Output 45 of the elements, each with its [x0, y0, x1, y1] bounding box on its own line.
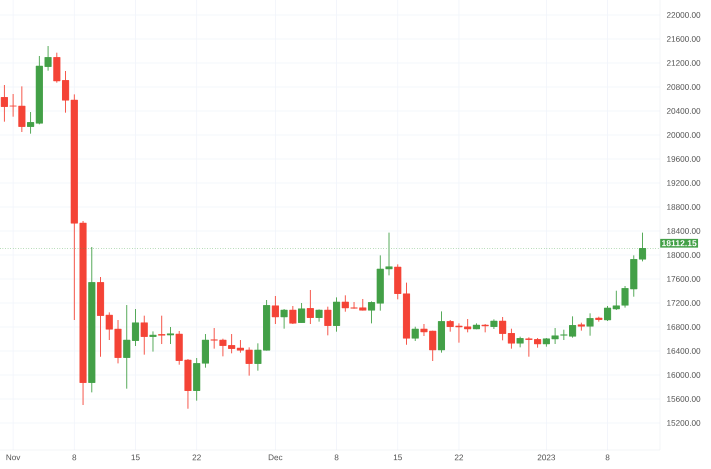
x-tick-label: 8 — [72, 454, 76, 460]
candlestick — [316, 308, 323, 322]
y-tick-label: 19600.00 — [667, 156, 700, 162]
x-tick-label: 15 — [394, 454, 402, 460]
candlestick — [289, 306, 296, 324]
candlestick — [516, 336, 524, 348]
candlestick — [412, 326, 419, 342]
y-tick-label: 17200.00 — [667, 300, 700, 306]
y-tick-label: 15200.00 — [667, 420, 700, 426]
y-tick-label: 19200.00 — [667, 180, 700, 186]
candlestick — [298, 302, 306, 324]
candlestick — [490, 318, 498, 330]
candlestick — [149, 330, 157, 352]
y-tick-label: 17600.00 — [667, 276, 700, 282]
candlestick — [158, 315, 166, 344]
y-tick-label: 20800.00 — [666, 84, 700, 90]
candlestick — [324, 306, 332, 336]
y-tick-label: 18800.00 — [667, 204, 700, 210]
y-tick-label: 21600.00 — [666, 36, 700, 42]
x-tick-label: 15 — [132, 454, 140, 460]
x-tick-label: 22 — [192, 454, 201, 460]
y-tick-label: 16000.00 — [667, 372, 700, 378]
x-tick-label: Nov — [6, 454, 20, 460]
y-tick-label: 20400.00 — [666, 108, 700, 114]
y-tick-label: 16400.00 — [667, 348, 700, 354]
y-tick-label: 22000.00 — [666, 12, 700, 18]
y-tick-label: 18400.00 — [667, 228, 700, 234]
candlestick — [166, 326, 174, 344]
y-tick-label: 15600.00 — [667, 396, 700, 402]
y-tick-label: 21200.00 — [666, 60, 700, 66]
candlestick — [140, 315, 148, 356]
x-tick-label: 2023 — [538, 454, 556, 460]
candlestick — [280, 308, 288, 330]
ref-line-label: 18112.15 — [662, 240, 697, 246]
candlestick — [306, 290, 314, 324]
y-tick-label: 20000.00 — [666, 132, 700, 138]
candlestick — [272, 296, 279, 324]
x-tick-label: 8 — [606, 454, 610, 460]
candlestick — [332, 296, 340, 332]
x-tick-label: 8 — [334, 454, 338, 460]
x-tick-label: Dec — [268, 454, 282, 460]
y-tick-label: 16800.00 — [667, 324, 700, 330]
x-tick-label: 22 — [454, 454, 464, 460]
candlestick — [586, 312, 594, 336]
y-tick-label: 18000.00 — [667, 252, 700, 258]
